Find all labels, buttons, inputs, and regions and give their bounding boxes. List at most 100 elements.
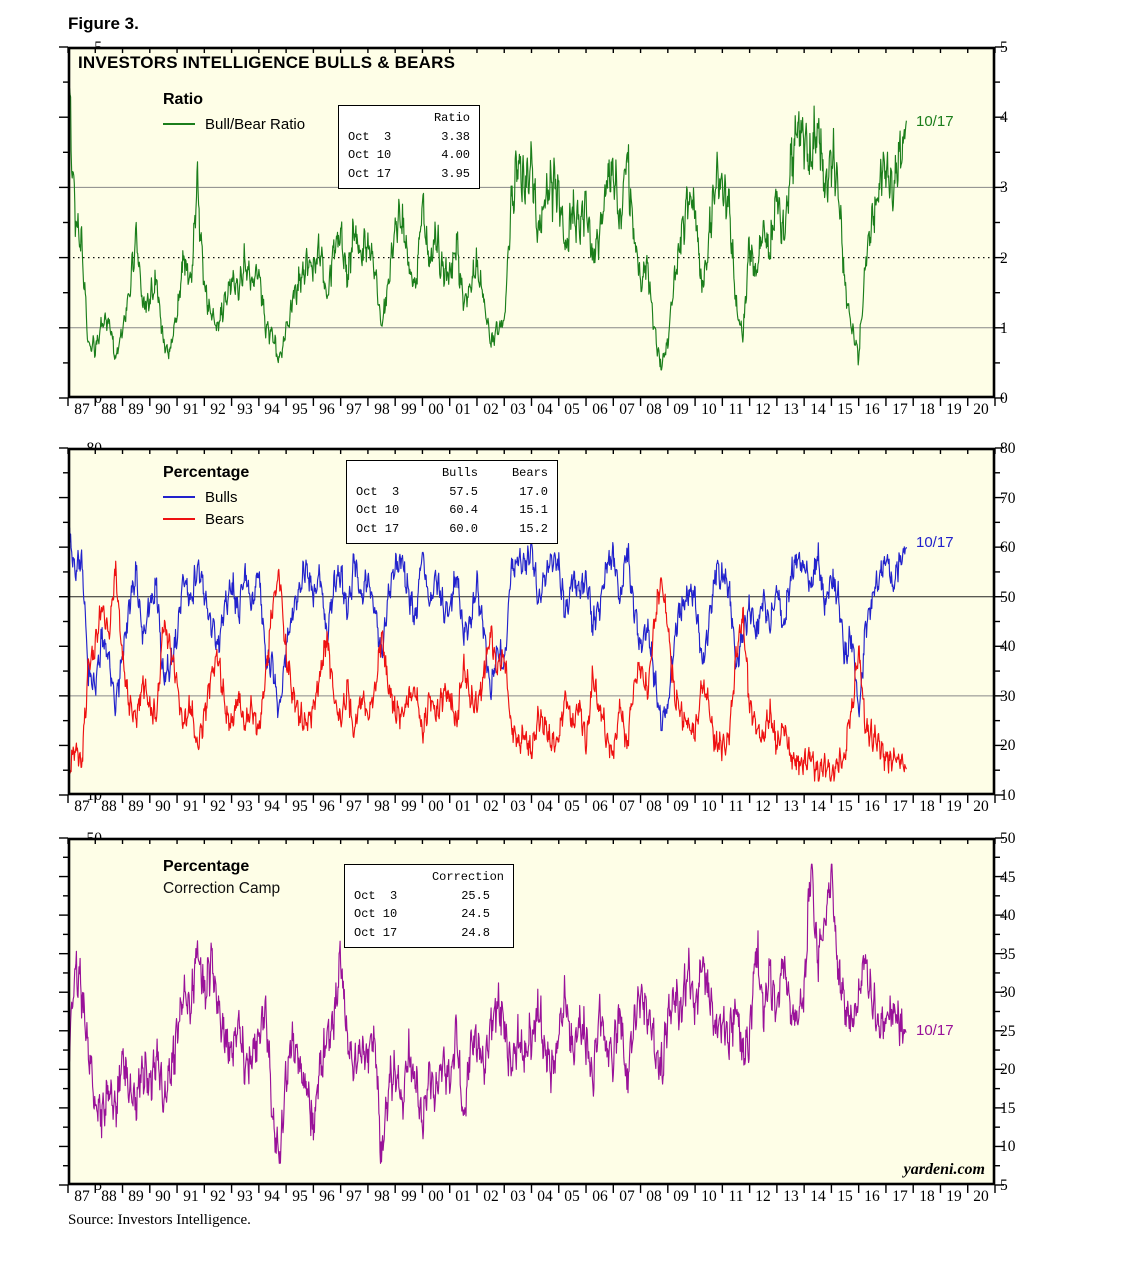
panel-2-chart-svg	[59, 837, 1004, 1193]
bears-line	[68, 560, 907, 782]
correction-legend-subtitle: Correction Camp	[163, 880, 281, 897]
correction-legend: Percentage Correction Camp	[163, 858, 280, 898]
x-tick-label: 03	[510, 1188, 526, 1205]
correction-stat-box: Correction Oct 3 25.5 Oct 10 24.5 Oct 17…	[344, 864, 514, 949]
ratio-legend-title: Ratio	[163, 91, 203, 108]
y-tick-label: 0	[94, 390, 102, 407]
x-tick-label: 98	[374, 1188, 390, 1205]
x-tick-label: 87	[74, 1188, 90, 1205]
stat-value: 15.2	[519, 521, 548, 536]
x-tick-label: 91	[183, 1188, 199, 1205]
x-tick-label: 99	[401, 798, 417, 815]
x-tick-label: 96	[319, 401, 335, 418]
bulls-line-swatch	[163, 496, 195, 498]
x-tick-label: 01	[455, 1188, 471, 1205]
x-tick-label: 11	[728, 401, 744, 418]
y-tick-label: 40	[1000, 907, 1016, 924]
y-tick-label: 5	[1000, 1177, 1008, 1194]
x-tick-label: 06	[592, 1188, 608, 1205]
stat-value: 17.0	[519, 484, 548, 499]
x-tick-label: 88	[101, 401, 117, 418]
x-tick-label: 00	[428, 798, 444, 815]
stat-date: Oct 10	[356, 503, 400, 518]
x-tick-label: 05	[564, 1188, 580, 1205]
x-tick-label: 13	[783, 1188, 799, 1205]
bulls-bears-yaxis-right-labels: 10 20 30 40 50 60 70 80	[1000, 440, 1042, 804]
stat-value: 57.5	[449, 484, 478, 499]
x-tick-label: 09	[673, 401, 689, 418]
ratio-line-swatch	[163, 123, 195, 125]
stat-date: Oct 3	[354, 888, 398, 903]
axis-ticks	[59, 837, 1004, 1193]
x-tick-label: 17	[892, 1188, 908, 1205]
y-tick-label: 10	[1000, 1138, 1016, 1155]
correction-xaxis-labels: 87 88 89 90 91 92 93 94 95 96 97 98 99 00 01 02 03 04 05 06…	[68, 1188, 995, 1208]
x-tick-label: 20	[973, 401, 989, 418]
correction-legend-title: Percentage	[163, 858, 250, 875]
stat-date: Oct 17	[354, 925, 398, 940]
ratio-legend: Ratio Bull/Bear Ratio	[163, 91, 305, 135]
x-tick-label: 17	[892, 798, 908, 815]
x-tick-label: 92	[210, 401, 226, 418]
ratio-xaxis-labels: 87 88 89 90 91 92 93 94 95 96 97 98 99 00 01 02 03 04 05 06…	[68, 401, 995, 421]
x-tick-label: 08	[646, 798, 662, 815]
x-tick-label: 91	[183, 798, 199, 815]
x-tick-label: 87	[74, 798, 90, 815]
y-tick-label: 0	[1000, 390, 1008, 407]
y-tick-label: 70	[1000, 490, 1016, 507]
y-tick-label: 20	[1000, 737, 1016, 754]
correction-panel: 5 10 15 20 25 30 35 40 45 50 Percentage Correctio…	[0, 830, 1138, 1213]
x-tick-label: 20	[973, 1188, 989, 1205]
x-tick-label: 08	[646, 1188, 662, 1205]
bulls-bears-stat-box: Bulls Bears Oct 3 57.5 17.0 Oct 10 60.4 …	[346, 460, 558, 545]
ratio-latest-date-label: 10/17	[916, 113, 954, 130]
x-tick-label: 89	[128, 1188, 144, 1205]
x-tick-label: 13	[783, 401, 799, 418]
x-tick-label: 09	[673, 1188, 689, 1205]
x-tick-label: 97	[346, 401, 362, 418]
x-tick-label: 07	[619, 1188, 635, 1205]
y-tick-label: 40	[1000, 638, 1016, 655]
legend-item-bears: Bears	[163, 508, 249, 530]
x-tick-label: 97	[346, 1188, 362, 1205]
source-note: Source: Investors Intelligence.	[68, 1212, 251, 1228]
x-tick-label: 19	[946, 798, 962, 815]
x-tick-label: 89	[128, 401, 144, 418]
y-tick-label: 30	[1000, 984, 1016, 1001]
x-tick-label: 96	[319, 1188, 335, 1205]
bulls-bears-stat-table: Bulls Bears Oct 3 57.5 17.0 Oct 10 60.4 …	[356, 464, 548, 538]
x-tick-label: 05	[564, 401, 580, 418]
x-tick-label: 90	[155, 1188, 171, 1205]
y-tick-label: 5	[94, 1177, 102, 1194]
x-tick-label: 12	[755, 401, 771, 418]
x-tick-label: 05	[564, 798, 580, 815]
x-tick-label: 90	[155, 798, 171, 815]
y-tick-label: 4	[1000, 109, 1008, 126]
x-tick-label: 11	[728, 798, 744, 815]
x-tick-label: 14	[810, 798, 826, 815]
x-tick-label: 10	[701, 401, 717, 418]
x-tick-label: 15	[837, 401, 853, 418]
stat-date: Oct 10	[354, 907, 398, 922]
x-tick-label: 01	[455, 798, 471, 815]
bears-line-swatch	[163, 518, 195, 520]
x-tick-label: 07	[619, 401, 635, 418]
x-tick-label: 89	[128, 798, 144, 815]
bulls-bears-panel: 10 20 30 40 50 60 70 80 Percentage Bulls Bears …	[0, 440, 1138, 823]
y-tick-label: 3	[1000, 179, 1008, 196]
x-tick-label: 03	[510, 798, 526, 815]
x-tick-label: 18	[919, 401, 935, 418]
correction-line	[68, 863, 907, 1164]
legend-item-bulls: Bulls	[163, 486, 249, 508]
stat-value: 24.8	[461, 925, 490, 940]
x-tick-label: 94	[264, 401, 280, 418]
x-tick-label: 98	[374, 798, 390, 815]
stat-value: 60.4	[449, 503, 478, 518]
y-tick-label: 80	[1000, 440, 1016, 457]
x-tick-label: 92	[210, 1188, 226, 1205]
x-tick-label: 98	[374, 401, 390, 418]
stat-value: 3.95	[441, 166, 470, 181]
x-tick-label: 02	[483, 401, 499, 418]
